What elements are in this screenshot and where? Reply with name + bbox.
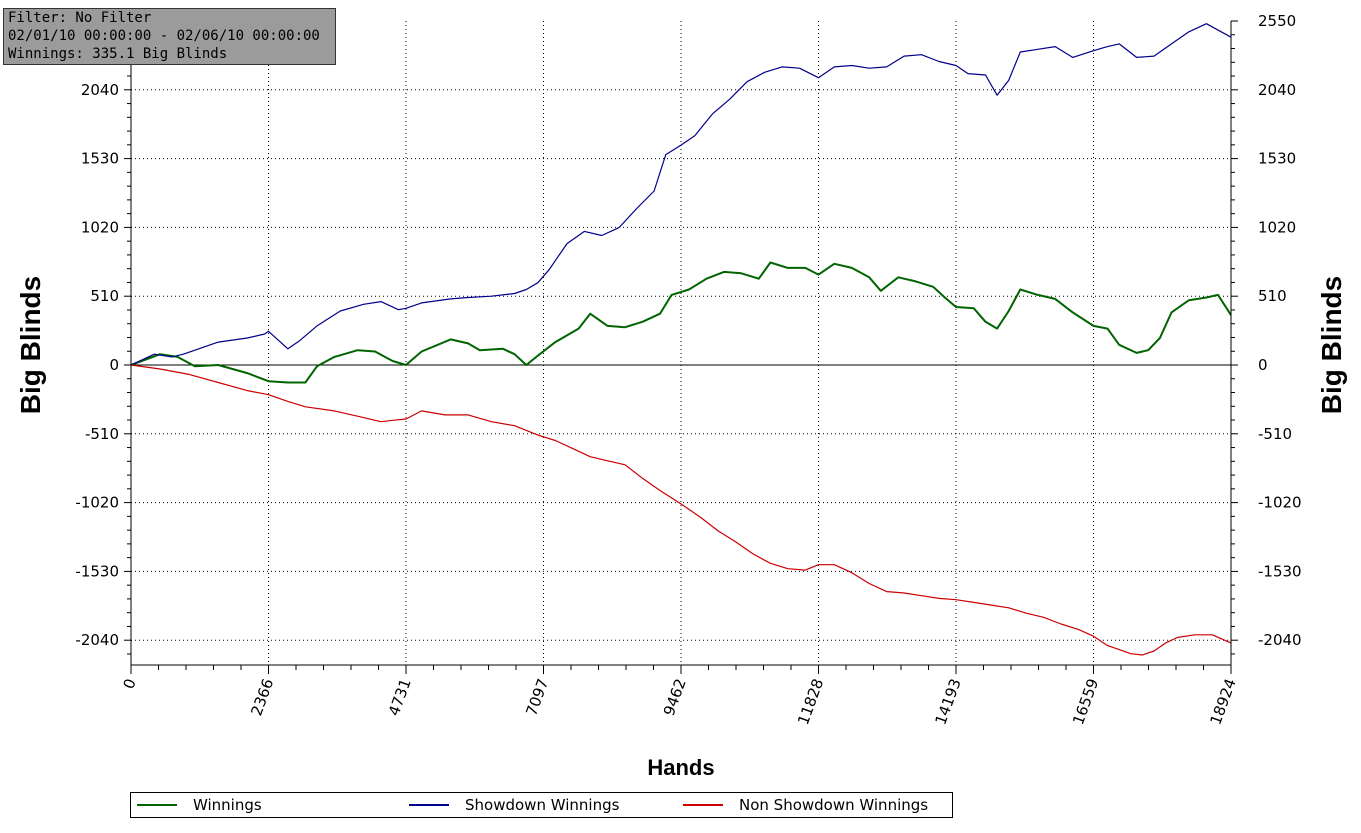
- showdown-line: [130, 23, 1232, 366]
- date-range-text: 02/01/10 00:00:00 - 02/06/10 00:00:00: [8, 28, 320, 44]
- legend-swatch-nonshowdown: [683, 804, 723, 806]
- legend-label-winnings: Winnings: [193, 796, 262, 814]
- x-tick-label: 0: [120, 676, 140, 691]
- info-box: Filter: No Filter 02/01/10 00:00:00 - 02…: [3, 8, 336, 65]
- x-tick-label: 7097: [522, 676, 552, 718]
- y-tick-label-left: -510: [85, 425, 119, 443]
- y-tick-label-left: 0: [109, 356, 119, 374]
- y-tick-label-right: 0: [1258, 356, 1268, 374]
- x-tick-label: 14193: [932, 676, 965, 727]
- y-tick-label-right: 2550: [1258, 12, 1296, 30]
- legend-item-nonshowdown: Non Showdown Winnings: [683, 793, 928, 817]
- legend-item-showdown: Showdown Winnings: [409, 793, 619, 817]
- y-tick-label-right: 510: [1258, 287, 1287, 305]
- y-tick-label-right: -1020: [1258, 494, 1302, 512]
- x-tick-label: 2366: [247, 676, 277, 718]
- y-axis-title-left: Big Blinds: [15, 276, 46, 414]
- y-tick-label-left: -1020: [75, 494, 119, 512]
- tick-marks: [124, 20, 1238, 674]
- y-tick-label-right: -2040: [1258, 631, 1302, 649]
- y-tick-label-left: 2040: [81, 81, 119, 99]
- y-tick-label-left: 1530: [81, 150, 119, 168]
- series-layer: [130, 23, 1232, 656]
- y-tick-label-right: -510: [1258, 425, 1292, 443]
- legend: Winnings Showdown Winnings Non Showdown …: [130, 792, 953, 818]
- x-tick-label: 9462: [660, 676, 690, 718]
- y-tick-label-right: 1530: [1258, 150, 1296, 168]
- legend-label-nonshowdown: Non Showdown Winnings: [739, 796, 929, 814]
- y-tick-label-left: 510: [90, 287, 119, 305]
- legend-swatch-showdown: [409, 804, 449, 806]
- y-tick-label-right: 2040: [1258, 81, 1296, 99]
- x-tick-label: 18924: [1207, 676, 1240, 727]
- legend-item-winnings: Winnings: [137, 793, 262, 817]
- y-axis-title-right: Big Blinds: [1316, 276, 1347, 414]
- y-tick-label-right: 1020: [1258, 218, 1296, 236]
- winnings-text: Winnings: 335.1 Big Blinds: [8, 46, 228, 62]
- y-tick-label-left: -1530: [75, 562, 119, 580]
- x-tick-label: 16559: [1069, 676, 1102, 727]
- winnings-line: [130, 261, 1232, 384]
- y-tick-label-right: -1530: [1258, 562, 1302, 580]
- legend-label-showdown: Showdown Winnings: [465, 796, 620, 814]
- nonshowdown-line: [130, 364, 1232, 656]
- tick-labels: 2040 1530 1020 510 0 -510 -1020 -1530 -2040 2550 2…: [75, 12, 1301, 727]
- y-tick-label-left: 1020: [81, 218, 119, 236]
- y-tick-label-left: -2040: [75, 631, 119, 649]
- filter-text: Filter: No Filter: [8, 10, 152, 26]
- x-tick-label: 11828: [794, 676, 827, 727]
- x-tick-label: 4731: [385, 676, 415, 718]
- x-axis-title: Hands: [647, 755, 714, 780]
- legend-swatch-winnings: [137, 804, 177, 806]
